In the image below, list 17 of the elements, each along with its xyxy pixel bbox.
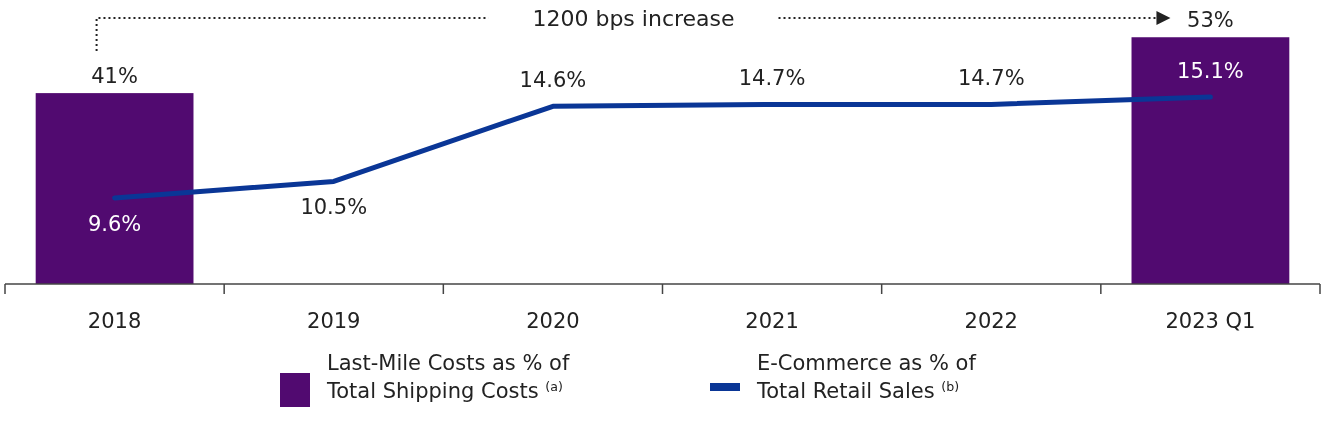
data-label: 14.7%: [738, 66, 806, 91]
x-tick-label: 2019: [307, 309, 361, 333]
data-label: 53%: [1187, 8, 1234, 33]
x-tick-label: 2022: [964, 309, 1018, 333]
x-tick-label: 2021: [745, 309, 799, 333]
x-tick-label: 2023 Q1: [1165, 309, 1256, 333]
x-tick-label: 2018: [87, 309, 142, 333]
legend-label: E-Commerce as % of Total Retail Sales $^{(b)}$: [756, 351, 977, 403]
data-label: 14.7%: [957, 66, 1025, 91]
data-label: 10.5%: [300, 195, 368, 220]
data-label: 41%: [91, 64, 138, 89]
legend-label: Last-Mile Costs as % of Total Shipping Costs $^{(a)}$: [326, 351, 570, 403]
data-label: 14.6%: [519, 68, 587, 93]
annotation: 1200 bps increase: [532, 6, 735, 31]
x-tick-label: 2020: [526, 309, 580, 333]
data-label: 9.6%: [87, 211, 142, 236]
data-label: 15.1%: [1177, 59, 1244, 84]
